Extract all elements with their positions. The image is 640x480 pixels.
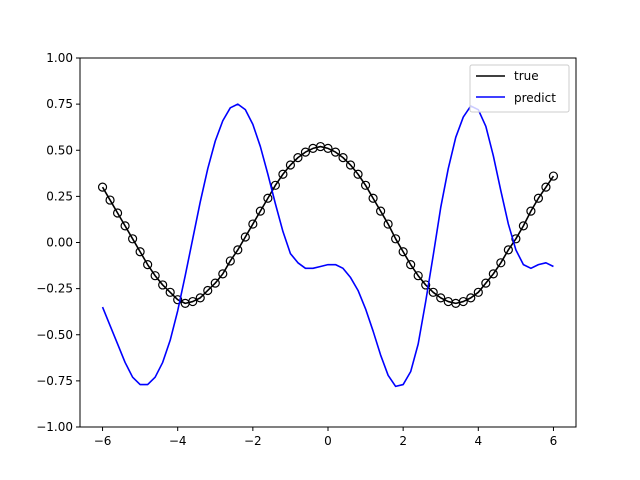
legend: true predict <box>469 64 570 113</box>
data-point-true <box>376 206 386 216</box>
legend-label-predict: predict <box>514 91 556 105</box>
data-point-true <box>398 247 408 257</box>
data-point-true <box>255 206 265 216</box>
data-point-true <box>240 232 250 242</box>
data-point-true <box>503 245 513 255</box>
data-point-true <box>263 193 273 203</box>
data-point-true <box>533 193 544 203</box>
series-line-true <box>101 145 555 305</box>
data-point-true <box>488 269 498 279</box>
data-point-true <box>278 169 288 179</box>
x-tick-label: −2 <box>244 434 262 448</box>
y-tick-label: 0.75 <box>46 97 73 111</box>
data-point-true <box>436 293 446 303</box>
y-tick-label: −0.25 <box>36 282 73 296</box>
data-point-true <box>188 296 198 307</box>
data-point-true <box>97 182 108 192</box>
data-point-true <box>120 221 130 231</box>
data-point-true <box>128 234 138 244</box>
data-point-true <box>210 278 220 288</box>
x-tick-label: −6 <box>94 434 112 448</box>
y-tick-label: 0.50 <box>46 143 73 157</box>
data-point-true <box>233 245 243 255</box>
data-point-true <box>526 206 536 216</box>
data-point-true <box>285 160 296 170</box>
data-point-true <box>548 171 559 181</box>
x-tick-label: 4 <box>474 434 482 448</box>
x-tick-label: 0 <box>324 434 332 448</box>
data-point-true <box>345 160 356 170</box>
data-point-true <box>203 285 213 296</box>
data-point-true <box>406 260 416 270</box>
data-point-true <box>150 271 160 281</box>
data-point-true <box>300 147 311 157</box>
data-point-true <box>195 293 205 303</box>
data-point-true <box>383 219 393 229</box>
data-point-true <box>105 195 115 205</box>
y-tick-label: −0.75 <box>36 374 73 388</box>
data-point-true <box>218 269 228 279</box>
y-tick-label: 0.00 <box>46 236 73 250</box>
data-point-true <box>165 287 175 297</box>
data-point-true <box>143 260 153 270</box>
data-point-true <box>112 208 123 218</box>
data-point-true <box>458 296 468 307</box>
data-point-true <box>413 271 423 281</box>
data-point-true <box>225 256 235 266</box>
data-point-true <box>481 278 491 288</box>
plot-background <box>80 58 576 427</box>
data-point-true <box>293 153 303 163</box>
data-point-true <box>135 247 145 257</box>
data-point-true <box>158 280 168 290</box>
data-point-true <box>421 280 431 290</box>
y-axis: −1.00 −0.75 −0.50 −0.25 0.00 0.25 0.50 0.75 1.00 <box>36 51 80 434</box>
x-tick-label: 2 <box>399 434 407 448</box>
data-point-true <box>428 287 438 297</box>
x-tick-label: 6 <box>550 434 558 448</box>
y-tick-label: 1.00 <box>46 51 73 65</box>
x-tick-label: −4 <box>169 434 187 448</box>
data-point-true <box>330 147 341 157</box>
data-point-true <box>541 182 551 192</box>
data-point-true <box>496 258 506 268</box>
data-point-true <box>391 234 401 244</box>
x-axis: −6 −4 −2 0 2 4 6 <box>94 427 558 448</box>
y-tick-label: −0.50 <box>36 328 73 342</box>
legend-label-true: true <box>514 69 539 83</box>
data-point-true <box>368 193 378 203</box>
data-point-true <box>473 287 483 297</box>
data-point-true <box>518 221 528 231</box>
data-point-true <box>360 180 371 190</box>
data-point-true <box>353 169 363 179</box>
data-point-true <box>248 219 258 229</box>
y-tick-label: 0.25 <box>46 189 73 203</box>
data-point-true <box>466 293 476 303</box>
data-point-true <box>338 153 348 163</box>
data-point-true <box>323 143 333 154</box>
y-tick-label: −1.00 <box>36 420 73 434</box>
data-point-true <box>173 295 183 305</box>
